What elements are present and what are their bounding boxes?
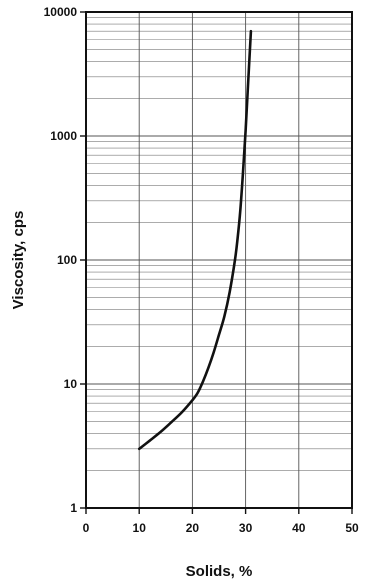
x-tick-label: 10: [133, 521, 147, 535]
x-tick-label: 20: [186, 521, 200, 535]
x-tick-label: 30: [239, 521, 253, 535]
y-tick-label: 100: [57, 253, 77, 267]
grid: [86, 12, 352, 508]
y-tick-label: 1000: [50, 129, 77, 143]
y-tick-labels: 1 10 100 1000 10000: [44, 5, 78, 515]
series-layer: [137, 29, 253, 451]
y-tick-label: 10: [64, 377, 78, 391]
x-tick-label: 40: [292, 521, 306, 535]
axis-ticks: [80, 11, 353, 514]
x-tick-label: 50: [345, 521, 359, 535]
y-axis-label: Viscosity, cps: [10, 211, 27, 310]
x-tick-label: 0: [83, 521, 90, 535]
viscosity-curve: [137, 29, 253, 451]
y-tick-label: 1: [70, 501, 77, 515]
x-axis-label: Solids, %: [186, 563, 253, 580]
y-tick-label: 10000: [44, 5, 78, 19]
x-tick-labels: 0 10 20 30 40 50: [83, 521, 359, 535]
